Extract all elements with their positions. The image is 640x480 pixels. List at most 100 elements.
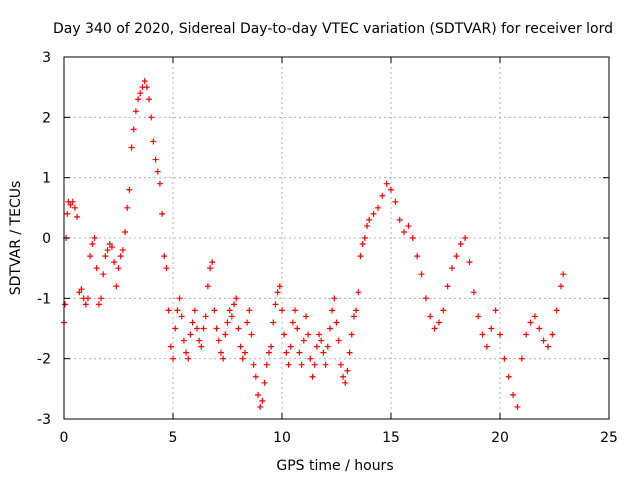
data-point [322, 361, 329, 368]
data-point [167, 343, 174, 350]
data-point [370, 210, 377, 217]
data-point [183, 349, 190, 356]
data-point [259, 397, 266, 404]
data-point [102, 253, 109, 260]
data-point [357, 253, 364, 260]
data-point [128, 144, 135, 151]
data-point [298, 361, 305, 368]
y-axis-label: SDTVAR / TECUs [8, 181, 24, 296]
y-tick-label: -3 [37, 412, 51, 428]
data-point [106, 241, 113, 248]
data-point [309, 373, 316, 380]
data-point [276, 283, 283, 290]
data-point [285, 361, 292, 368]
data-point [289, 319, 296, 326]
data-point [124, 204, 131, 211]
data-point [396, 216, 403, 223]
data-point [366, 216, 373, 223]
data-point [305, 331, 312, 338]
data-point [252, 373, 259, 380]
data-point [392, 198, 399, 205]
data-point [333, 319, 340, 326]
data-point [263, 361, 270, 368]
data-point [67, 201, 74, 208]
data-point [431, 325, 438, 332]
data-point [64, 210, 71, 217]
y-tick-label: 3 [42, 50, 51, 66]
y-tick-label: 0 [42, 231, 51, 247]
data-point [361, 235, 368, 241]
data-point [189, 319, 196, 326]
data-point [93, 265, 100, 272]
x-tick-label: 10 [273, 430, 291, 446]
data-point [76, 289, 83, 296]
data-point [228, 313, 235, 320]
y-tick-label: 1 [42, 171, 51, 187]
data-point [414, 253, 421, 260]
y-axis: -3 -2 -1 0 1 2 3 [37, 50, 609, 428]
data-point [111, 259, 118, 266]
data-point [82, 301, 89, 308]
data-point [231, 301, 238, 308]
data-point [307, 355, 314, 362]
x-tick-label: 25 [600, 430, 618, 446]
data-point [159, 210, 166, 217]
data-point [198, 343, 205, 350]
data-point [331, 295, 338, 302]
data-point [475, 313, 482, 320]
data-point [292, 307, 299, 314]
data-point [265, 349, 272, 356]
grid [64, 57, 609, 419]
data-point [248, 331, 255, 338]
data-point [364, 222, 371, 229]
x-axis-label: GPS time / hours [276, 458, 393, 474]
data-point [200, 325, 207, 332]
data-point [104, 247, 111, 254]
data-point [161, 253, 168, 260]
data-point [549, 331, 556, 338]
data-point [235, 325, 242, 332]
data-point [255, 391, 262, 398]
data-point [340, 373, 347, 380]
data-point [135, 96, 142, 103]
data-point [462, 235, 469, 241]
data-point [268, 343, 275, 350]
x-tick-label: 0 [60, 430, 69, 446]
data-point [257, 403, 264, 410]
data-point [156, 180, 163, 187]
data-point [313, 343, 320, 350]
data-point [383, 180, 390, 187]
data-point [178, 313, 185, 320]
data-point [531, 313, 538, 320]
data-point [457, 241, 464, 248]
data-point [122, 228, 129, 235]
data-point [187, 331, 194, 338]
data-point [204, 283, 211, 290]
data-point [409, 235, 416, 241]
data-point [536, 325, 543, 332]
data-point [226, 307, 233, 314]
data-point [172, 325, 179, 332]
data-point [544, 343, 551, 350]
data-point [488, 325, 495, 332]
data-point [510, 391, 517, 398]
chart-title: Day 340 of 2020, Sidereal Day-to-day VTE… [53, 21, 613, 37]
data-point [342, 379, 349, 386]
data-point [440, 307, 447, 314]
data-point [207, 265, 214, 272]
data-point [344, 367, 351, 374]
data-point [427, 313, 434, 320]
y-tick-label: -2 [37, 352, 51, 368]
data-point [119, 247, 126, 254]
data-point [143, 84, 150, 91]
data-series [61, 78, 567, 410]
data-point [196, 337, 203, 344]
data-point [449, 265, 456, 272]
data-point [324, 343, 331, 350]
data-point [191, 307, 198, 314]
data-point [518, 355, 525, 362]
data-point [220, 355, 227, 362]
data-point [492, 307, 499, 314]
data-point [224, 319, 231, 326]
data-point [388, 186, 394, 193]
